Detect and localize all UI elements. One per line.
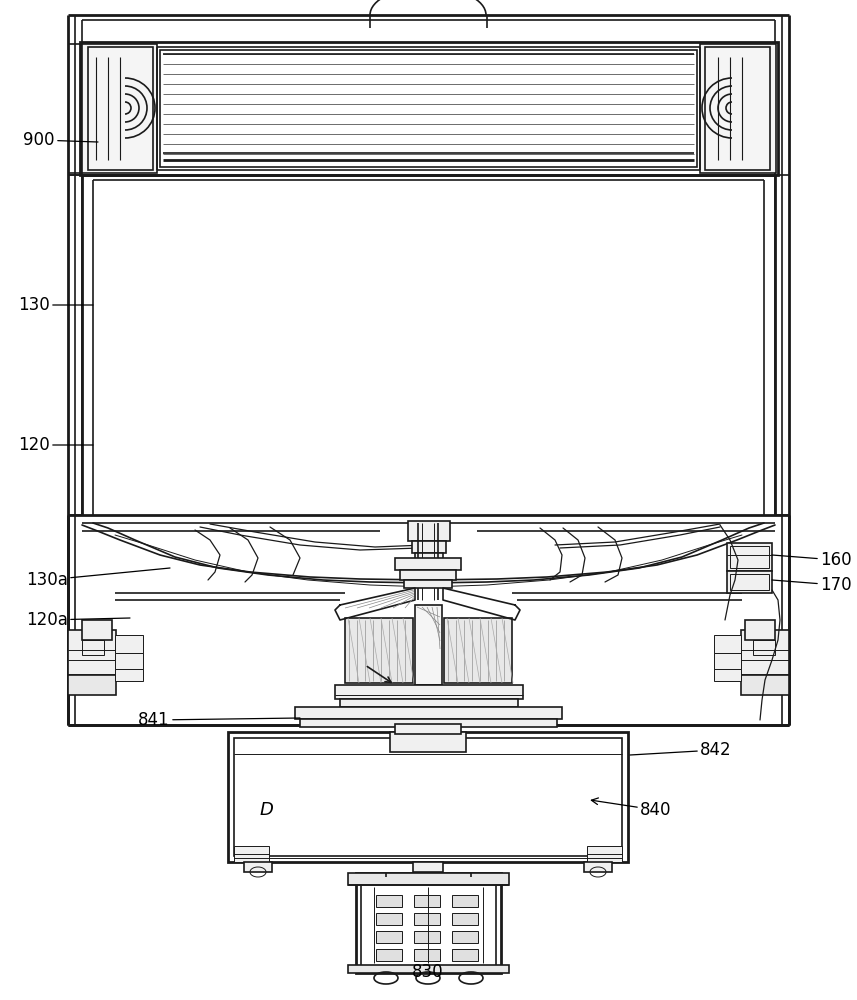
Bar bbox=[345, 618, 413, 683]
Text: 840: 840 bbox=[591, 798, 672, 819]
Text: 900: 900 bbox=[23, 131, 98, 149]
Bar bbox=[234, 846, 269, 862]
Text: D: D bbox=[260, 801, 274, 819]
Bar bbox=[68, 675, 116, 695]
Bar bbox=[234, 738, 622, 856]
Text: 841: 841 bbox=[138, 711, 300, 729]
Bar bbox=[730, 574, 769, 590]
Text: 830: 830 bbox=[412, 963, 444, 981]
Bar bbox=[452, 913, 478, 925]
Bar bbox=[587, 846, 622, 862]
Text: 842: 842 bbox=[630, 741, 732, 759]
Bar bbox=[155, 47, 702, 170]
Bar bbox=[741, 675, 789, 695]
Bar bbox=[730, 546, 769, 568]
Bar bbox=[414, 895, 440, 907]
Bar bbox=[115, 653, 143, 669]
Bar bbox=[400, 570, 456, 580]
Bar bbox=[376, 895, 402, 907]
Bar bbox=[80, 42, 778, 175]
Bar bbox=[82, 620, 112, 640]
Bar bbox=[376, 949, 402, 961]
Bar bbox=[727, 543, 772, 571]
Bar bbox=[340, 699, 518, 707]
Bar bbox=[414, 949, 440, 961]
Bar bbox=[160, 50, 697, 167]
Bar bbox=[82, 44, 157, 173]
Bar bbox=[420, 703, 438, 715]
Text: 130: 130 bbox=[18, 296, 93, 314]
Bar bbox=[414, 931, 440, 943]
Text: 120: 120 bbox=[18, 436, 93, 454]
Bar bbox=[444, 618, 512, 683]
Bar bbox=[395, 558, 461, 570]
Bar bbox=[300, 719, 557, 727]
Bar bbox=[727, 571, 772, 593]
Bar bbox=[376, 913, 402, 925]
Bar bbox=[404, 580, 452, 588]
Bar bbox=[745, 620, 775, 640]
Bar bbox=[415, 605, 442, 685]
Bar bbox=[408, 521, 450, 541]
Bar bbox=[700, 44, 776, 173]
Bar bbox=[356, 873, 501, 973]
Bar bbox=[94, 181, 763, 515]
Bar bbox=[395, 724, 461, 734]
Bar bbox=[714, 653, 741, 669]
Bar bbox=[705, 47, 770, 170]
Bar bbox=[244, 862, 272, 872]
Bar bbox=[348, 965, 509, 973]
Bar bbox=[390, 732, 466, 752]
Bar bbox=[418, 685, 440, 703]
Bar bbox=[228, 732, 628, 862]
Bar bbox=[412, 541, 446, 553]
Bar bbox=[714, 669, 741, 681]
Bar bbox=[584, 862, 612, 872]
Bar bbox=[115, 669, 143, 681]
Bar bbox=[415, 553, 443, 563]
Bar bbox=[348, 873, 509, 885]
Bar bbox=[714, 635, 741, 653]
Bar bbox=[88, 47, 153, 170]
Bar bbox=[361, 878, 496, 968]
Bar bbox=[68, 630, 116, 675]
Text: 120a: 120a bbox=[26, 611, 130, 629]
Bar bbox=[82, 640, 104, 655]
Bar bbox=[295, 707, 562, 719]
Text: 160: 160 bbox=[772, 551, 852, 569]
Bar bbox=[753, 640, 775, 655]
Bar bbox=[452, 895, 478, 907]
Text: 170: 170 bbox=[772, 576, 852, 594]
Bar bbox=[376, 931, 402, 943]
Bar bbox=[335, 685, 523, 699]
Bar bbox=[413, 862, 443, 872]
Bar bbox=[414, 913, 440, 925]
Bar bbox=[452, 949, 478, 961]
Bar bbox=[452, 931, 478, 943]
Text: 130a: 130a bbox=[26, 568, 170, 589]
Bar bbox=[115, 635, 143, 653]
Bar bbox=[741, 630, 789, 675]
